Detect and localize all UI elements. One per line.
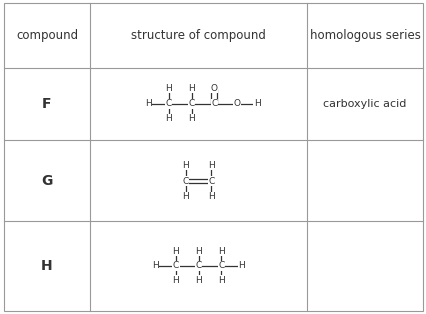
Text: H: H [207,192,214,201]
Text: H: H [195,276,201,285]
Text: H: H [182,192,189,201]
Text: G: G [41,174,52,188]
Text: H: H [145,99,152,108]
Text: C: C [165,99,172,108]
Text: C: C [208,177,214,186]
Text: C: C [195,262,201,270]
Text: C: C [188,99,194,108]
Text: H: H [238,262,245,270]
Text: H: H [217,247,224,256]
Text: homologous series: homologous series [309,29,420,42]
Text: C: C [210,99,217,108]
Text: H: H [41,259,53,273]
Text: H: H [195,247,201,256]
Text: compound: compound [16,29,78,42]
Text: H: H [188,114,194,123]
Text: H: H [172,247,179,256]
Text: C: C [218,262,224,270]
Text: H: H [253,99,260,108]
Text: H: H [188,84,194,93]
Text: H: H [172,276,179,285]
Text: structure of compound: structure of compound [131,29,265,42]
Text: H: H [207,161,214,170]
Text: C: C [182,177,188,186]
Text: H: H [165,114,172,123]
Text: F: F [42,97,52,111]
Text: C: C [173,262,178,270]
Text: H: H [165,84,172,93]
Text: H: H [152,262,158,270]
Text: O: O [210,84,217,93]
Text: H: H [182,161,189,170]
Text: H: H [217,276,224,285]
Text: O: O [233,99,240,108]
Text: carboxylic acid: carboxylic acid [322,99,406,109]
